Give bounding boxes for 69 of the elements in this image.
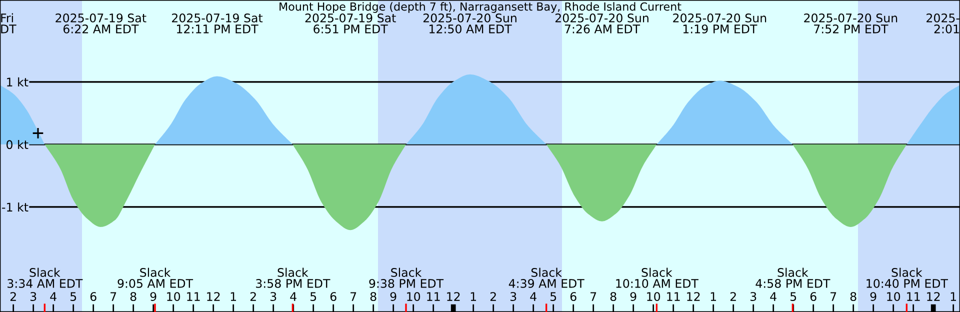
x-tick-label: 1 bbox=[710, 292, 716, 301]
y-tick-label: 0 kt bbox=[6, 140, 28, 150]
x-tick-label: 7 bbox=[110, 292, 116, 301]
x-tick-label: 10 bbox=[647, 292, 660, 301]
y-tick-label: 1 kt bbox=[7, 77, 28, 86]
x-tick-label: 4 bbox=[50, 292, 56, 301]
x-tick-label: 4 bbox=[530, 292, 536, 301]
x-tick-label: 3 bbox=[30, 292, 36, 301]
x-tick-label: 6 bbox=[810, 292, 816, 301]
x-tick-label: 12 bbox=[447, 292, 460, 301]
annotation: Slack 9:05 AM EDT bbox=[118, 268, 194, 288]
annotation: 2025-07-20 Sun 7:52 PM EDT bbox=[804, 14, 898, 34]
x-tick-label: 10 bbox=[167, 292, 180, 301]
x-tick-label: 2 bbox=[250, 292, 256, 301]
x-tick-label: 9 bbox=[870, 292, 876, 301]
x-tick-label: 9 bbox=[630, 292, 636, 301]
x-tick-label: 5 bbox=[70, 292, 76, 301]
x-tick-label: 12 bbox=[687, 292, 700, 301]
x-tick-label: 5 bbox=[310, 292, 316, 301]
annotation: Slack 3:34 AM EDT bbox=[8, 268, 83, 288]
annotation: 2025-07-19 Sat 6:22 AM EDT bbox=[56, 14, 146, 34]
x-tick-label: 10 bbox=[887, 292, 900, 301]
x-tick-label: 1 bbox=[470, 292, 476, 301]
x-tick-label: 4 bbox=[770, 292, 776, 301]
annotation: Slack 4:58 PM EDT bbox=[756, 268, 830, 288]
x-tick-label: 5 bbox=[550, 292, 556, 301]
x-tick-label: 8 bbox=[610, 292, 616, 301]
annotation: 2025-07-19 Sat 12:11 PM EDT bbox=[172, 14, 263, 34]
x-tick-label: 5 bbox=[790, 292, 796, 301]
x-tick-label: 10 bbox=[407, 292, 420, 301]
x-tick-label: 12 bbox=[207, 292, 220, 301]
x-tick-label: 6 bbox=[90, 292, 96, 301]
annotation: Slack 10:40 PM EDT bbox=[866, 268, 948, 288]
x-tick-label: 11 bbox=[187, 292, 200, 301]
y-tick-label: -1 kt bbox=[2, 202, 28, 212]
x-tick-label: 3 bbox=[270, 292, 276, 301]
annotation: 2025- 2:01 bbox=[926, 14, 960, 34]
x-tick-label: 9 bbox=[150, 292, 156, 301]
x-tick-label: 8 bbox=[370, 292, 376, 301]
annotation: 2025-07-19 Sat 6:51 PM EDT bbox=[305, 14, 396, 34]
x-tick-label: 6 bbox=[570, 292, 576, 301]
annotation: Fri DT bbox=[1, 13, 16, 34]
x-tick-label: 7 bbox=[830, 292, 836, 301]
x-tick-label: 7 bbox=[590, 292, 596, 301]
x-tick-label: 2 bbox=[730, 292, 736, 301]
x-tick-label: 6 bbox=[330, 292, 336, 301]
x-tick-label: 11 bbox=[907, 292, 920, 301]
chart-title: Mount Hope Bridge (depth 7 ft), Narragansett Bay, Rhode Island Current bbox=[280, 2, 682, 13]
annotation: 2025-07-20 Sun 7:26 AM EDT bbox=[555, 14, 648, 34]
x-tick-label: 3 bbox=[510, 292, 516, 301]
x-tick-label: 9 bbox=[390, 292, 396, 301]
x-tick-label: 2 bbox=[10, 292, 16, 301]
annotation: Slack 3:58 PM EDT bbox=[256, 268, 330, 288]
annotation: Slack 9:38 PM EDT bbox=[369, 268, 444, 288]
x-tick-label: 11 bbox=[667, 292, 680, 301]
annotation: Slack 10:10 AM EDT bbox=[616, 268, 698, 288]
x-tick-label: 1 bbox=[950, 292, 956, 301]
x-tick-label: 2 bbox=[490, 292, 496, 301]
annotation: 2025-07-20 Sun 12:50 AM EDT bbox=[423, 14, 516, 34]
x-tick-label: 3 bbox=[750, 292, 756, 301]
annotation: 2025-07-20 Sun 1:19 PM EDT bbox=[673, 14, 766, 34]
x-tick-label: 8 bbox=[130, 292, 136, 301]
x-tick-label: 12 bbox=[927, 292, 940, 301]
x-tick-label: 1 bbox=[230, 292, 236, 301]
x-tick-label: 7 bbox=[350, 292, 356, 301]
x-tick-label: 11 bbox=[427, 292, 440, 301]
annotation: Slack 4:39 AM EDT bbox=[508, 268, 584, 288]
x-tick-label: 8 bbox=[850, 292, 856, 301]
x-tick-label: 4 bbox=[290, 292, 296, 301]
